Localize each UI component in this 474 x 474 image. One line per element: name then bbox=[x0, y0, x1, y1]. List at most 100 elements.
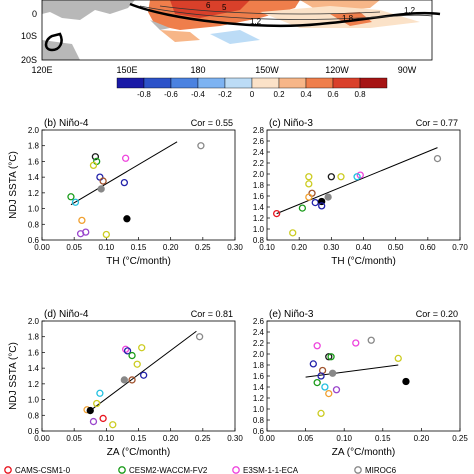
correlation-label: Cor = 0.77 bbox=[416, 118, 458, 128]
data-point bbox=[313, 378, 321, 387]
map-contour-thin-1 bbox=[139, 5, 433, 20]
data-point bbox=[89, 417, 98, 426]
colorbar-swatch bbox=[224, 77, 253, 89]
colorbar: -0.8 -0.6 -0.4 -0.2 0 0.2 0.4 0.6 0.8 bbox=[116, 77, 388, 99]
x-tick-label: 0.00 bbox=[34, 434, 50, 443]
data-point bbox=[109, 421, 117, 429]
data-point bbox=[99, 177, 107, 185]
colorbar-swatch bbox=[143, 77, 172, 89]
x-tick-label: 0.25 bbox=[195, 243, 211, 252]
map-land-maritime-continent bbox=[42, 0, 135, 20]
regression-line bbox=[70, 141, 178, 206]
y-tick-label: 1.6 bbox=[253, 372, 265, 381]
legend-marker bbox=[232, 466, 240, 474]
map-lon-label-180: 180 bbox=[190, 65, 205, 75]
data-point bbox=[325, 353, 333, 361]
y-tick-label: 1.2 bbox=[28, 189, 40, 198]
y-tick-label: 0.6 bbox=[28, 236, 40, 245]
data-point bbox=[328, 369, 337, 377]
map-panel: 6 5 1.2 1.8 1.2 0 10S 20S 120E 150E 180 … bbox=[21, 0, 441, 75]
x-tick-label: 0.40 bbox=[356, 243, 372, 252]
legend-label: E3SM-1-1-ECA bbox=[243, 466, 299, 474]
x-tick-label: 0.10 bbox=[99, 434, 115, 443]
colorbar-tick-label: 0 bbox=[250, 90, 255, 99]
x-axis-label: ZA (°C/month) bbox=[107, 447, 170, 458]
y-tick-label: 2.0 bbox=[28, 126, 40, 135]
y-tick-label: 1.4 bbox=[28, 364, 40, 373]
data-point bbox=[394, 354, 402, 363]
y-tick-label: 2.2 bbox=[253, 159, 265, 168]
map-frame bbox=[41, 0, 433, 61]
data-point bbox=[305, 173, 313, 181]
colorbar-tick-label: -0.4 bbox=[191, 90, 205, 99]
x-tick-label: 0.20 bbox=[163, 243, 179, 252]
y-tick-label: 1.8 bbox=[28, 333, 40, 342]
plot-frame bbox=[266, 129, 461, 241]
x-tick-label: 0.30 bbox=[227, 243, 243, 252]
colorbar-swatch bbox=[359, 77, 388, 89]
x-tick-label: 0.50 bbox=[388, 243, 404, 252]
x-tick-label: 0.20 bbox=[414, 434, 430, 443]
x-axis-label: TH (°C/month) bbox=[106, 256, 171, 267]
map-lat-label-0: 0 bbox=[32, 9, 37, 19]
data-point bbox=[123, 215, 131, 223]
data-point bbox=[321, 383, 329, 391]
map-lat-label-10s: 10S bbox=[21, 31, 37, 41]
data-point bbox=[78, 216, 86, 225]
plot-frame bbox=[266, 320, 461, 432]
plot-frame bbox=[41, 129, 236, 241]
y-tick-label: 0.8 bbox=[28, 220, 40, 229]
legend-marker bbox=[354, 466, 362, 474]
data-point bbox=[313, 342, 321, 350]
y-tick-label: 1.0 bbox=[28, 205, 40, 214]
map-contour-loop bbox=[44, 32, 63, 52]
x-tick-label: 0.70 bbox=[452, 243, 468, 252]
legend-marker bbox=[118, 466, 126, 474]
data-point bbox=[402, 377, 410, 386]
x-tick-label: 0.30 bbox=[324, 243, 340, 252]
y-tick-label: 1.2 bbox=[253, 214, 265, 223]
y-tick-label: 0.8 bbox=[253, 416, 265, 425]
colorbar-swatch bbox=[332, 77, 361, 89]
colorbar-tick-label: 0.4 bbox=[300, 90, 312, 99]
y-tick-label: 1.2 bbox=[253, 394, 265, 403]
map-land-island bbox=[150, 20, 170, 30]
x-tick-label: 0.20 bbox=[163, 434, 179, 443]
data-point bbox=[318, 202, 326, 210]
legend-label: MIROC6 bbox=[365, 466, 397, 474]
regression-line bbox=[305, 364, 399, 378]
data-point bbox=[133, 360, 141, 368]
map-lon-label-150e: 150E bbox=[116, 65, 137, 75]
colorbar-swatch bbox=[305, 77, 334, 89]
x-tick-label: 0.15 bbox=[375, 434, 391, 443]
y-tick-label: 2.8 bbox=[253, 126, 265, 135]
y-tick-label: 1.2 bbox=[28, 380, 40, 389]
colorbar-swatch bbox=[116, 77, 145, 89]
data-point bbox=[121, 345, 130, 353]
y-tick-label: 1.6 bbox=[28, 348, 40, 357]
data-point bbox=[86, 406, 94, 415]
x-tick-label: 0.30 bbox=[227, 434, 243, 443]
data-point bbox=[332, 386, 341, 394]
regression-line bbox=[276, 147, 438, 215]
y-tick-label: 2.0 bbox=[28, 317, 40, 326]
data-point bbox=[367, 336, 375, 344]
x-tick-label: 0.10 bbox=[336, 434, 352, 443]
scatter-panel: (d) Niño-4 Cor = 0.81 0.00 0.05 0.10 0.15 0.20… bbox=[8, 309, 243, 458]
data-point bbox=[309, 360, 317, 368]
data-point bbox=[324, 193, 332, 201]
y-tick-label: 1.0 bbox=[253, 405, 265, 414]
data-point bbox=[91, 153, 100, 161]
colorbar-swatch bbox=[170, 77, 199, 89]
data-point bbox=[138, 344, 146, 352]
colorbar-swatch bbox=[251, 77, 280, 89]
data-point bbox=[289, 229, 297, 237]
legend-label: CESM2-WACCM-FV2 bbox=[129, 466, 208, 474]
data-point bbox=[128, 351, 136, 360]
y-tick-label: 1.8 bbox=[253, 181, 265, 190]
map-contour-label-1: 6 bbox=[206, 1, 211, 10]
data-point bbox=[305, 180, 313, 188]
correlation-label: Cor = 0.20 bbox=[416, 309, 458, 319]
y-tick-label: 1.6 bbox=[28, 157, 40, 166]
x-tick-label: 0.15 bbox=[131, 243, 147, 252]
